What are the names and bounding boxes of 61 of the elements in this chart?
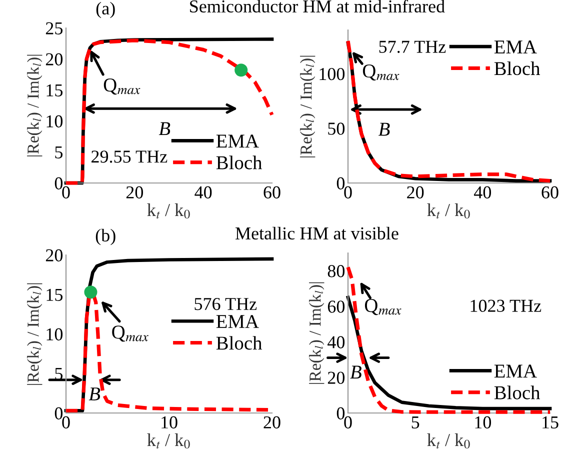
chart-subtitle: (a): [96, 2, 115, 18]
annotation: 57.7 THz: [379, 40, 446, 53]
x-tick-label: 40: [194, 186, 212, 198]
y-tick-label: 0: [336, 177, 345, 190]
y-tick-label: 80: [328, 265, 345, 278]
annotation: 1023 THz: [470, 300, 542, 312]
y-tick-label: 15: [46, 84, 63, 96]
x-tick-label: 60: [542, 186, 558, 198]
y-tick-label: 10: [46, 115, 63, 128]
x-tick-label: 5: [412, 416, 420, 428]
legend-label: Bloch: [494, 386, 540, 400]
text: Semiconductor HM at mid-infrared: [190, 0, 445, 13]
annotation: Q$_{max}$: [112, 326, 148, 342]
x-tick-label: 10: [475, 416, 492, 428]
legend-label: EMA: [216, 315, 259, 328]
annotation: B: [378, 122, 390, 136]
x-tick-label: 20: [407, 186, 424, 198]
y-tick-label: 100: [320, 68, 345, 80]
legend-label: Bloch: [216, 336, 262, 350]
y-axis-title: |Re(k$_{l}$) / Im(k$_{l}$)|: [309, 282, 324, 384]
annotation: Q$_{max}$: [104, 78, 140, 95]
x-tick-label: 20: [126, 186, 144, 198]
y-tick-label: 20: [46, 53, 63, 66]
y-axis-title: |Re(k$_{l}$) / Im(k$_{l}$)|: [27, 283, 42, 385]
y-tick-label: 5: [55, 146, 63, 158]
y-tick-label: 40: [328, 336, 345, 348]
y-tick-label: 50: [328, 122, 345, 135]
annotation: 29.55 THz: [92, 150, 168, 163]
y-tick-label: 0: [54, 177, 63, 190]
annotation: Q$_{max}$: [364, 299, 402, 316]
text: Metallic HM at visible: [235, 226, 398, 240]
y-tick-label: 20: [46, 249, 63, 262]
x-tick-label: 15: [542, 416, 558, 428]
annotation: B: [350, 366, 362, 379]
annotation: Q$_{max}$: [362, 64, 400, 81]
annotation: 576 THz: [194, 298, 257, 310]
x-tick-label: 40: [474, 186, 492, 198]
y-axis-title: |Re(k$_{l}$) / Im(k$_{l}$)|: [300, 56, 316, 158]
annotation: B: [158, 122, 170, 136]
y-axis-title: |Re(k$_{l}$) / Im(k$_{l}$)|: [27, 54, 42, 156]
x-axis-title: k$_{t}$ / k$_{0}$: [147, 203, 190, 219]
legend-label: Bloch: [494, 61, 540, 76]
legend-label: EMA: [494, 364, 537, 378]
legend-label: Bloch: [216, 156, 262, 170]
y-tick-label: 10: [46, 328, 63, 340]
y-tick-label: 20: [328, 372, 345, 384]
x-tick-label: 20: [264, 416, 280, 428]
x-axis-title: k$_{t}$ / k$_{0}$: [427, 433, 470, 449]
annotation: B: [88, 388, 100, 400]
x-axis-title: k$_{t}$ / k$_{0}$: [427, 203, 470, 219]
y-tick-label: 0: [54, 407, 63, 420]
legend-label: EMA: [494, 40, 537, 54]
x-tick-label: 10: [162, 416, 178, 428]
x-axis-title: k$_{t}$ / k$_{0}$: [147, 433, 190, 449]
legend-label: EMA: [216, 134, 259, 148]
y-tick-label: 25: [46, 22, 63, 34]
y-tick-label: 60: [328, 300, 345, 313]
x-tick-label: 60: [264, 186, 280, 198]
chart-subtitle: (b): [96, 228, 116, 246]
y-tick-label: 15: [46, 288, 63, 301]
y-tick-label: 0: [336, 407, 345, 420]
